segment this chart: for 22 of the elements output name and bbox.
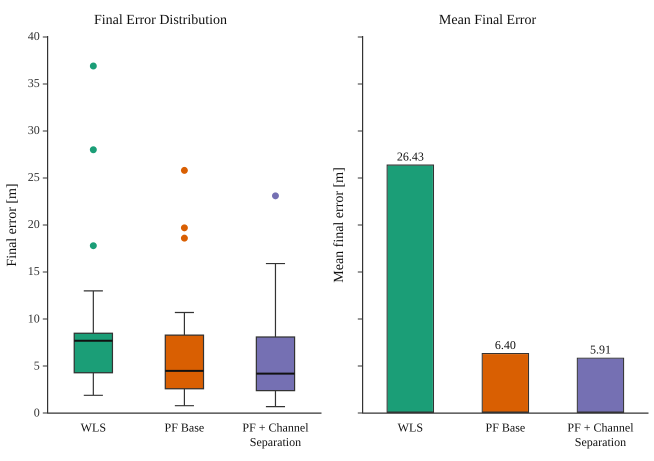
- y-tick-label: 40: [28, 28, 40, 43]
- y-tick-label: 0: [34, 405, 40, 420]
- y-tick-label: 35: [28, 76, 40, 90]
- x-tick-label: WLS: [398, 420, 424, 435]
- y-tick-label: 20: [28, 217, 40, 232]
- chart-title: Mean Final Error: [438, 13, 536, 28]
- y-axis-title: Mean final error [m]: [332, 167, 348, 283]
- data-label: 26.43: [396, 150, 424, 164]
- y-tick-label: 25: [28, 170, 40, 184]
- data-label: 5.91: [590, 342, 611, 357]
- x-tick-label: PF Base: [486, 420, 526, 435]
- y-tick-label: 15: [28, 264, 40, 278]
- y-axis-title: Final error [m]: [5, 183, 20, 267]
- y-tick-label: 10: [28, 311, 40, 326]
- x-tick-label: PF + Channel Separation: [567, 420, 634, 449]
- chart-title: Final Error Distribution: [94, 13, 227, 28]
- x-tick-label: WLS: [80, 420, 106, 435]
- y-tick-label: 5: [34, 358, 40, 372]
- x-tick-label: PF + Channel Separation: [242, 420, 310, 449]
- x-tick-label: PF Base: [164, 420, 204, 435]
- data-label: 6.40: [494, 338, 516, 352]
- y-tick-label: 30: [28, 123, 40, 138]
